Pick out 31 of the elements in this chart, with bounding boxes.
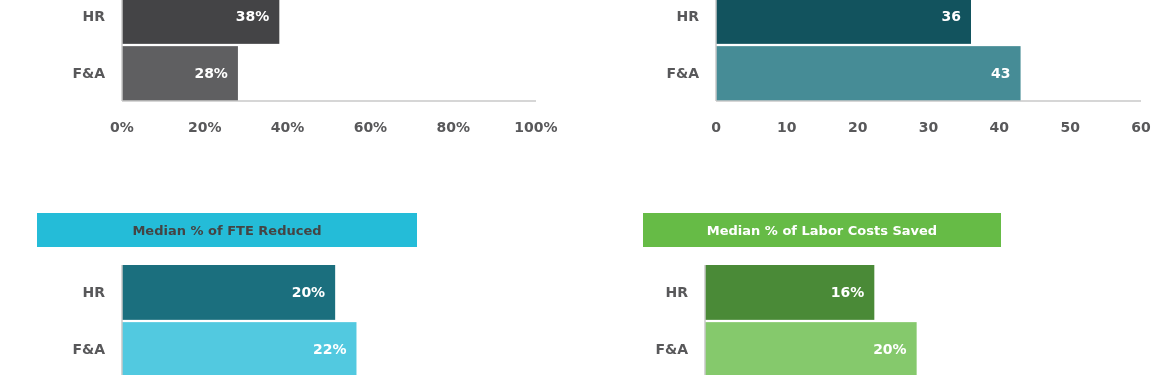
x-tick-label: 50 bbox=[1060, 119, 1081, 135]
x-tick-label: 0% bbox=[110, 119, 134, 135]
y-tick-label: F&A bbox=[72, 341, 106, 358]
y-tick-label: HR bbox=[82, 284, 106, 301]
x-tick-label: 20 bbox=[847, 119, 868, 135]
y-tick-label: F&A bbox=[655, 341, 689, 358]
y-tick-label: HR bbox=[665, 284, 689, 301]
x-tick-label: 30 bbox=[918, 119, 939, 135]
data-label: 36 bbox=[941, 8, 961, 25]
data-label: 28% bbox=[194, 65, 228, 82]
data-label: 20% bbox=[873, 341, 907, 358]
data-label: 43 bbox=[991, 65, 1011, 82]
data-label: 20% bbox=[291, 284, 326, 301]
y-tick-label: HR bbox=[676, 8, 700, 25]
x-tick-label: 100% bbox=[514, 119, 558, 135]
y-tick-label: F&A bbox=[666, 65, 700, 82]
chart-title: Median % of FTE Reduced bbox=[132, 222, 322, 238]
x-tick-label: 40 bbox=[989, 119, 1010, 135]
x-tick-label: 40% bbox=[270, 119, 305, 135]
x-tick-label: 60% bbox=[353, 119, 388, 135]
x-tick-label: 80% bbox=[436, 119, 470, 135]
y-tick-label: HR bbox=[82, 8, 106, 25]
data-label: 38% bbox=[235, 8, 270, 25]
x-tick-label: 10 bbox=[777, 119, 797, 135]
x-tick-label: 60 bbox=[1131, 119, 1151, 135]
x-tick-label: 20% bbox=[188, 119, 222, 135]
chart-title: Median % of Labor Costs Saved bbox=[706, 222, 938, 238]
data-label: 16% bbox=[830, 284, 865, 301]
x-tick-label: 0 bbox=[711, 119, 722, 135]
data-label: 22% bbox=[312, 341, 347, 358]
y-tick-label: F&A bbox=[72, 65, 106, 82]
